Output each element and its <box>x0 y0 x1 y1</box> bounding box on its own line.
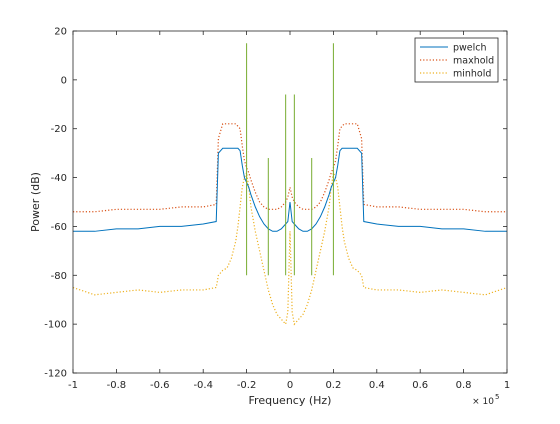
x-tick-label: -1 <box>68 380 78 391</box>
y-tick-label: -120 <box>44 369 67 380</box>
x-tick-label: -0.8 <box>107 380 127 391</box>
x-tick-label: 1 <box>504 380 510 391</box>
x-tick-label: -0.4 <box>193 380 213 391</box>
legend-label-maxhold: maxhold <box>453 56 494 67</box>
x-tick-label: 0.2 <box>325 380 341 391</box>
y-tick-label: 0 <box>61 75 67 86</box>
y-tick-label: 20 <box>54 27 67 38</box>
axes: -1 -0.8 -0.6 -0.4 -0.2 0 0.2 0.4 0.6 0.8 1 -120 -100… <box>29 27 510 408</box>
x-axis-label: Frequency (Hz) <box>249 394 332 407</box>
legend-label-minhold: minhold <box>453 69 491 80</box>
x-tick-label: 0.6 <box>412 380 428 391</box>
y-tick-label: -40 <box>51 173 67 184</box>
series-line-pwelch <box>73 147 507 232</box>
y-tick-label: -100 <box>44 320 67 331</box>
y-tick-label: -60 <box>51 222 67 233</box>
series-group <box>73 43 507 326</box>
x-tick-label: 0.4 <box>369 380 385 391</box>
y-tick-label: -20 <box>51 124 67 135</box>
legend-label-pwelch: pwelch <box>453 43 487 54</box>
x-tick-label: 0.8 <box>456 380 472 391</box>
x-tick-label: 0 <box>287 380 293 391</box>
x-tick-label: -0.6 <box>150 380 170 391</box>
x-multiplier-exponent: 5 <box>495 393 499 401</box>
series-line-minhold <box>73 170 507 326</box>
legend-box <box>414 37 499 83</box>
y-tick-label: -80 <box>51 271 67 282</box>
series-line-maxhold <box>73 123 507 213</box>
legend: pwelch maxhold minhold <box>414 37 499 83</box>
y-axis-label: Power (dB) <box>29 172 42 232</box>
x-multiplier: × 10 <box>472 397 494 407</box>
plot-area <box>73 43 507 326</box>
x-tick-label: -0.2 <box>237 380 257 391</box>
